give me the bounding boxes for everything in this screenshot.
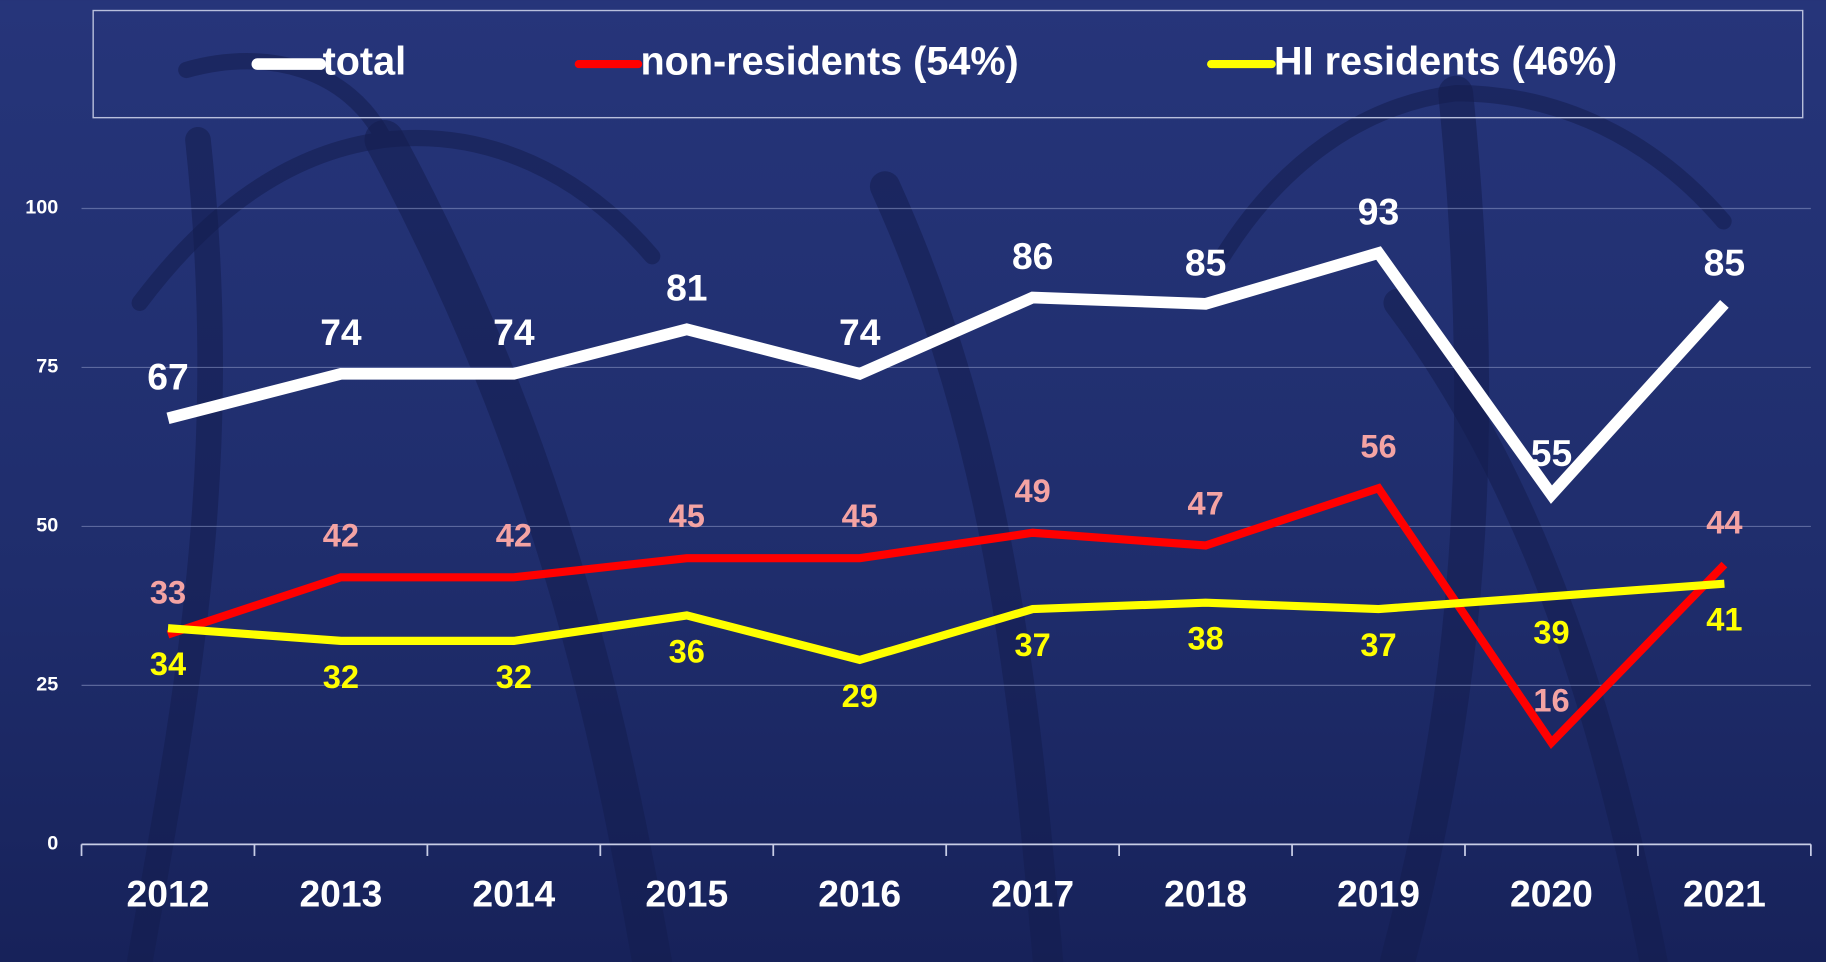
data-label: 32 bbox=[323, 658, 359, 695]
data-label: 56 bbox=[1360, 427, 1396, 464]
data-label: 45 bbox=[669, 497, 705, 534]
data-label: 85 bbox=[1704, 241, 1745, 283]
page: {"chart_data": { "type": "line", "catego… bbox=[0, 0, 1826, 962]
data-label: 74 bbox=[839, 311, 881, 353]
y-tick-label: 50 bbox=[36, 515, 58, 537]
background bbox=[0, 0, 1826, 962]
data-label: 33 bbox=[150, 574, 186, 611]
legend-label: total bbox=[323, 40, 407, 84]
data-label: 49 bbox=[1015, 472, 1051, 509]
data-label: 36 bbox=[669, 632, 705, 669]
data-label: 37 bbox=[1360, 626, 1396, 663]
data-label: 42 bbox=[323, 516, 359, 553]
x-tick-label: 2021 bbox=[1683, 873, 1766, 915]
data-label: 86 bbox=[1012, 235, 1053, 277]
x-tick-label: 2016 bbox=[818, 873, 901, 915]
data-label: 44 bbox=[1706, 504, 1742, 541]
x-tick-label: 2013 bbox=[299, 873, 382, 915]
data-label: 81 bbox=[666, 267, 707, 309]
y-tick-label: 100 bbox=[25, 197, 58, 219]
legend-label: non-residents (54%) bbox=[640, 40, 1018, 84]
data-label: 55 bbox=[1531, 432, 1572, 474]
data-label: 39 bbox=[1533, 613, 1569, 650]
x-tick-label: 2018 bbox=[1164, 873, 1247, 915]
data-label: 34 bbox=[150, 645, 186, 682]
x-tick-label: 2012 bbox=[127, 873, 210, 915]
data-label: 38 bbox=[1187, 620, 1223, 657]
x-tick-label: 2019 bbox=[1337, 873, 1420, 915]
data-label: 74 bbox=[493, 311, 535, 353]
data-label: 41 bbox=[1706, 601, 1742, 638]
data-label: 74 bbox=[320, 311, 362, 353]
data-label: 42 bbox=[496, 516, 532, 553]
chart: 0 25 50 75 100 2012 2013 2014 2015 2016 2017 2018 20… bbox=[0, 0, 1826, 962]
data-label: 85 bbox=[1185, 241, 1226, 283]
legend-label: HI residents (46%) bbox=[1274, 40, 1617, 84]
x-tick-label: 2014 bbox=[472, 873, 555, 915]
data-label: 29 bbox=[842, 677, 878, 714]
y-tick-label: 0 bbox=[47, 833, 58, 855]
data-label: 32 bbox=[496, 658, 532, 695]
data-label: 67 bbox=[147, 356, 188, 398]
data-label: 93 bbox=[1358, 190, 1399, 232]
data-label: 37 bbox=[1015, 626, 1051, 663]
y-tick-label: 75 bbox=[36, 356, 58, 378]
data-label: 45 bbox=[842, 497, 878, 534]
data-label: 16 bbox=[1533, 682, 1569, 719]
x-tick-label: 2017 bbox=[991, 873, 1074, 915]
x-tick-label: 2020 bbox=[1510, 873, 1593, 915]
x-tick-label: 2015 bbox=[645, 873, 728, 915]
data-label: 47 bbox=[1187, 485, 1223, 522]
y-tick-label: 25 bbox=[36, 674, 58, 696]
